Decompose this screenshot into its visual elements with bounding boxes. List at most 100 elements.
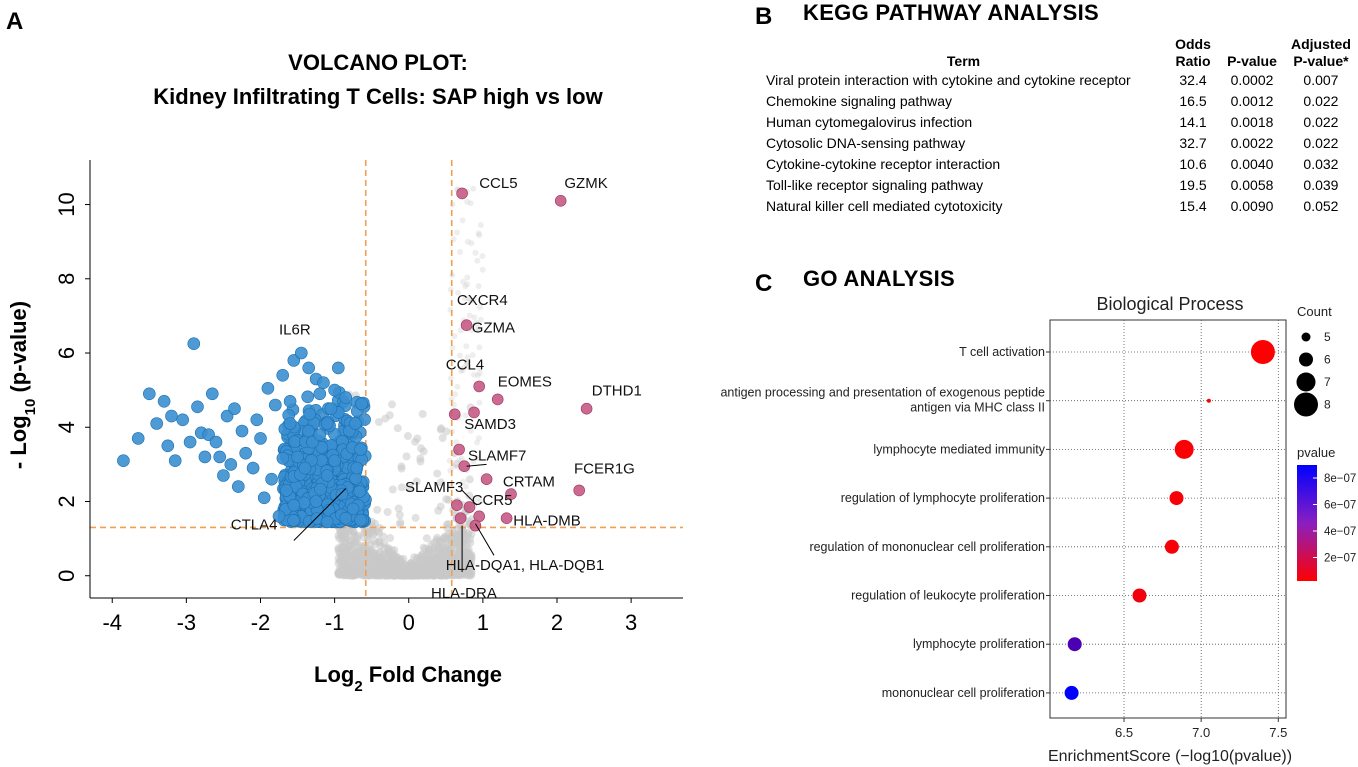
go-legend-count-dot bbox=[1299, 352, 1313, 367]
go-legend-pvalue: pvalue 8e−07 6e−07 4e−07 2e−07 bbox=[1297, 445, 1356, 581]
volcano-gene-labels: CCL5 GZMK CXCR4 GZMA CCL4 EOMES DTHD1 SAMD3 SLAM… bbox=[231, 175, 642, 602]
kegg-header-term: Term bbox=[946, 53, 981, 69]
ns-point bbox=[352, 558, 361, 567]
down-point bbox=[213, 450, 226, 464]
ns-point bbox=[460, 278, 467, 285]
go-legend-count-label: 8 bbox=[1324, 398, 1331, 412]
ns-point bbox=[349, 527, 358, 536]
go-legend-pvalue-label: 4e−07 bbox=[1324, 526, 1356, 538]
kegg-cell-pvalue: 0.0090 bbox=[1230, 198, 1274, 214]
go-x-axis: 6.5 7.0 7.5 bbox=[1115, 718, 1287, 740]
volcano-x-tick-label: 3 bbox=[625, 610, 637, 635]
down-point bbox=[165, 409, 178, 423]
go-legend-count-title: Count bbox=[1297, 304, 1332, 319]
ns-point bbox=[464, 281, 471, 288]
gene-label: CRTAM bbox=[503, 474, 555, 491]
go-point bbox=[1067, 637, 1082, 652]
down-point bbox=[355, 397, 368, 411]
ns-point bbox=[396, 518, 405, 527]
down-point bbox=[287, 514, 300, 527]
up-point bbox=[500, 512, 513, 525]
go-point bbox=[1064, 685, 1079, 700]
volcano-leader-lines bbox=[293, 463, 495, 573]
ns-point bbox=[384, 544, 393, 553]
go-legend-pvalue-label: 6e−07 bbox=[1324, 500, 1356, 512]
ns-point bbox=[351, 539, 360, 548]
volcano-x-tick-label: -1 bbox=[325, 610, 345, 635]
panel-label-a: A bbox=[6, 8, 24, 35]
kegg-row: Chemokine signaling pathway 16.5 0.0012 0.0… bbox=[760, 91, 1357, 112]
up-point bbox=[463, 501, 476, 513]
ns-point bbox=[447, 286, 454, 293]
ns-point bbox=[463, 359, 470, 366]
leader-line bbox=[466, 463, 487, 467]
ns-point bbox=[476, 370, 483, 376]
go-legend-count-label: 5 bbox=[1324, 330, 1331, 344]
ns-point bbox=[374, 538, 383, 547]
ns-point bbox=[451, 333, 458, 340]
ns-point bbox=[465, 364, 472, 370]
kegg-cell-odds: 32.4 bbox=[1179, 72, 1207, 88]
up-point bbox=[573, 484, 586, 497]
go-term-label: lymphocyte mediated immunity bbox=[873, 442, 1045, 456]
ns-point bbox=[459, 367, 466, 374]
down-point bbox=[246, 461, 260, 475]
ns-point bbox=[433, 548, 442, 557]
volcano-x-tick-label: 1 bbox=[477, 610, 489, 635]
leader-line bbox=[461, 490, 478, 506]
ns-point bbox=[392, 553, 401, 562]
panel-label-b: B bbox=[755, 3, 773, 30]
down-point bbox=[339, 511, 353, 525]
kegg-cell-adjusted: 0.022 bbox=[1303, 135, 1339, 151]
down-point bbox=[276, 368, 290, 382]
ns-point bbox=[467, 427, 474, 434]
ns-point bbox=[412, 477, 421, 486]
kegg-cell-term: Toll-like receptor signaling pathway bbox=[766, 177, 984, 193]
kegg-cell-adjusted: 0.022 bbox=[1303, 93, 1339, 109]
down-point bbox=[232, 480, 245, 493]
ns-point bbox=[405, 483, 414, 492]
ns-point bbox=[452, 391, 459, 398]
ns-point bbox=[417, 444, 425, 453]
ns-point bbox=[422, 534, 431, 543]
down-point bbox=[288, 435, 302, 449]
kegg-cell-term: Natural killer cell mediated cytotoxicit… bbox=[766, 198, 1003, 214]
down-point bbox=[317, 376, 330, 390]
volcano-ylabel-sub: 10 bbox=[22, 399, 39, 416]
volcano-y-tick-label: 2 bbox=[54, 495, 79, 507]
ns-point bbox=[347, 568, 356, 577]
ns-point bbox=[474, 496, 480, 502]
go-x-tick-label: 6.5 bbox=[1115, 725, 1133, 740]
go-y-axis: T cell activation antigen processing and … bbox=[720, 345, 1050, 700]
ns-point bbox=[474, 257, 481, 264]
up-point bbox=[451, 499, 463, 512]
ns-point bbox=[464, 354, 471, 361]
kegg-cell-odds: 14.1 bbox=[1179, 114, 1207, 130]
ns-point bbox=[414, 567, 423, 576]
down-point bbox=[283, 394, 297, 408]
down-point bbox=[206, 387, 219, 401]
gene-label: SLAMF3 bbox=[405, 479, 463, 496]
volcano-xlabel-main: Log bbox=[314, 662, 354, 687]
volcano-y-tick-label: 10 bbox=[54, 192, 79, 216]
kegg-cell-odds: 10.6 bbox=[1179, 156, 1207, 172]
ns-point bbox=[375, 529, 384, 538]
down-point bbox=[320, 469, 334, 482]
ns-point bbox=[477, 316, 484, 323]
volcano-y-axis-title: - Log10 (p-value) bbox=[6, 301, 39, 469]
ns-point bbox=[477, 304, 484, 311]
down-point bbox=[261, 381, 275, 395]
ns-point bbox=[427, 559, 436, 568]
ns-point bbox=[470, 185, 477, 192]
ns-point bbox=[457, 249, 463, 255]
ns-point bbox=[479, 253, 486, 260]
ns-point bbox=[447, 306, 454, 313]
go-point bbox=[1250, 340, 1275, 364]
volcano-x-tick-label: 0 bbox=[403, 610, 415, 635]
kegg-cell-odds: 19.5 bbox=[1179, 177, 1207, 193]
ns-point bbox=[464, 274, 471, 281]
kegg-cell-adjusted: 0.022 bbox=[1303, 114, 1339, 130]
go-plot-title: Biological Process bbox=[1096, 294, 1243, 314]
kegg-title: KEGG PATHWAY ANALYSIS bbox=[803, 0, 1100, 25]
ns-point bbox=[465, 491, 474, 500]
